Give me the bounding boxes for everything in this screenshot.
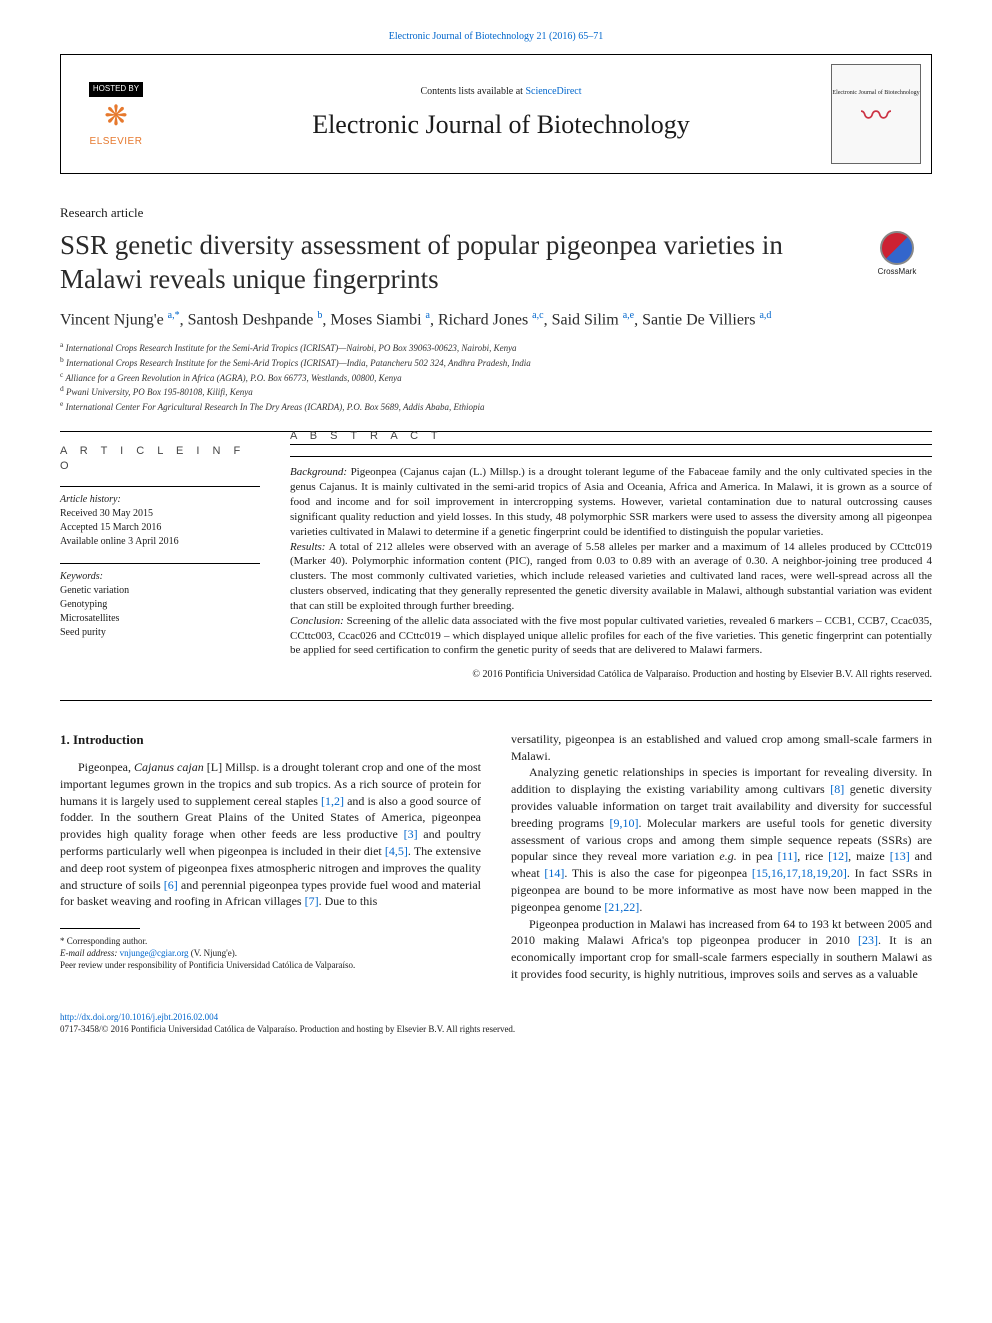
- affiliation: c Alliance for a Green Revolution in Afr…: [60, 370, 932, 385]
- email-link[interactable]: vnjunge@cgiar.org: [120, 948, 189, 958]
- article-history: Article history: Received 30 May 2015 Ac…: [60, 486, 260, 549]
- citation-link[interactable]: Electronic Journal of Biotechnology 21 (…: [389, 31, 603, 42]
- intro-heading: 1. Introduction: [60, 731, 481, 749]
- history-item: Received 30 May 2015: [60, 507, 260, 521]
- keyword: Microsatellites: [60, 612, 260, 626]
- abstract-background: Background: Pigeonpea (Cajanus cajan (L.…: [290, 465, 932, 539]
- doi-line: http://dx.doi.org/10.1016/j.ejbt.2016.02…: [60, 1011, 932, 1023]
- article-title: SSR genetic diversity assessment of popu…: [60, 229, 842, 297]
- affiliation: a International Crops Research Institute…: [60, 340, 932, 355]
- abstract-results: Results: A total of 212 alleles were obs…: [290, 540, 932, 614]
- history-label: Article history:: [60, 493, 260, 507]
- keyword: Genetic variation: [60, 584, 260, 598]
- peer-review-note: Peer review under responsibility of Pont…: [60, 959, 481, 971]
- keywords-label: Keywords:: [60, 570, 260, 584]
- affiliation: e International Center For Agricultural …: [60, 399, 932, 414]
- author-list: Vincent Njung'e a,*, Santosh Deshpande b…: [60, 309, 932, 331]
- body-paragraph: Pigeonpea production in Malawi has incre…: [511, 916, 932, 983]
- author-email: E-mail address: vnjunge@cgiar.org (V. Nj…: [60, 947, 481, 959]
- abstract-copyright: © 2016 Pontificia Universidad Católica d…: [290, 668, 932, 682]
- body-paragraph: versatility, pigeonpea is an established…: [511, 731, 932, 765]
- hosted-by-block: HOSTED BY ❋ ELSEVIER: [61, 70, 171, 156]
- contents-line: Contents lists available at ScienceDirec…: [171, 85, 831, 99]
- keyword: Genotyping: [60, 598, 260, 612]
- journal-header: HOSTED BY ❋ ELSEVIER Contents lists avai…: [60, 54, 932, 174]
- divider: [60, 700, 932, 701]
- article-type: Research article: [60, 204, 932, 222]
- body-paragraph: Pigeonpea, Cajanus cajan [L] Millsp. is …: [60, 759, 481, 910]
- cover-label: Electronic Journal of Biotechnology: [832, 89, 919, 97]
- affiliation: d Pwani University, PO Box 195-80108, Ki…: [60, 384, 932, 399]
- crossmark-icon: [880, 231, 914, 265]
- abstract: A B S T R A C T Background: Pigeonpea (C…: [290, 444, 932, 681]
- journal-name: Electronic Journal of Biotechnology: [171, 107, 831, 142]
- abstract-heading: A B S T R A C T: [290, 429, 932, 444]
- sciencedirect-link[interactable]: ScienceDirect: [525, 86, 581, 97]
- body-paragraph: Analyzing genetic relationships in speci…: [511, 764, 932, 915]
- crossmark-label: CrossMark: [878, 267, 917, 278]
- email-label: E-mail address:: [60, 948, 120, 958]
- doi-link[interactable]: http://dx.doi.org/10.1016/j.ejbt.2016.02…: [60, 1012, 218, 1022]
- info-heading: A R T I C L E I N F O: [60, 444, 260, 474]
- elsevier-logo-icon: ❋: [69, 103, 163, 131]
- body-columns: 1. Introduction Pigeonpea, Cajanus cajan…: [60, 731, 932, 983]
- right-column: versatility, pigeonpea is an established…: [511, 731, 932, 983]
- corresponding-author: * Corresponding author.: [60, 935, 481, 947]
- abstract-conclusion: Conclusion: Screening of the allelic dat…: [290, 614, 932, 659]
- footnotes: * Corresponding author. E-mail address: …: [60, 935, 481, 971]
- issn-copyright: 0717-3458/© 2016 Pontificia Universidad …: [60, 1023, 932, 1035]
- cover-thumbnail: Electronic Journal of Biotechnology 〰: [831, 64, 921, 164]
- footnote-divider: [60, 928, 140, 929]
- left-column: 1. Introduction Pigeonpea, Cajanus cajan…: [60, 731, 481, 983]
- keywords-block: Keywords: Genetic variation Genotyping M…: [60, 563, 260, 640]
- history-item: Available online 3 April 2016: [60, 535, 260, 549]
- affiliations: a International Crops Research Institute…: [60, 340, 932, 413]
- history-item: Accepted 15 March 2016: [60, 521, 260, 535]
- hosted-by-badge: HOSTED BY: [89, 82, 143, 97]
- header-center: Contents lists available at ScienceDirec…: [171, 85, 831, 142]
- affiliation: b International Crops Research Institute…: [60, 355, 932, 370]
- article-info: A R T I C L E I N F O Article history: R…: [60, 444, 260, 681]
- contents-prefix: Contents lists available at: [420, 86, 525, 97]
- header-citation: Electronic Journal of Biotechnology 21 (…: [60, 30, 932, 44]
- email-who: (V. Njung'e).: [189, 948, 237, 958]
- crossmark-badge[interactable]: CrossMark: [862, 229, 932, 279]
- keyword: Seed purity: [60, 626, 260, 640]
- elsevier-label: ELSEVIER: [69, 135, 163, 149]
- cover-art-icon: 〰: [861, 97, 891, 138]
